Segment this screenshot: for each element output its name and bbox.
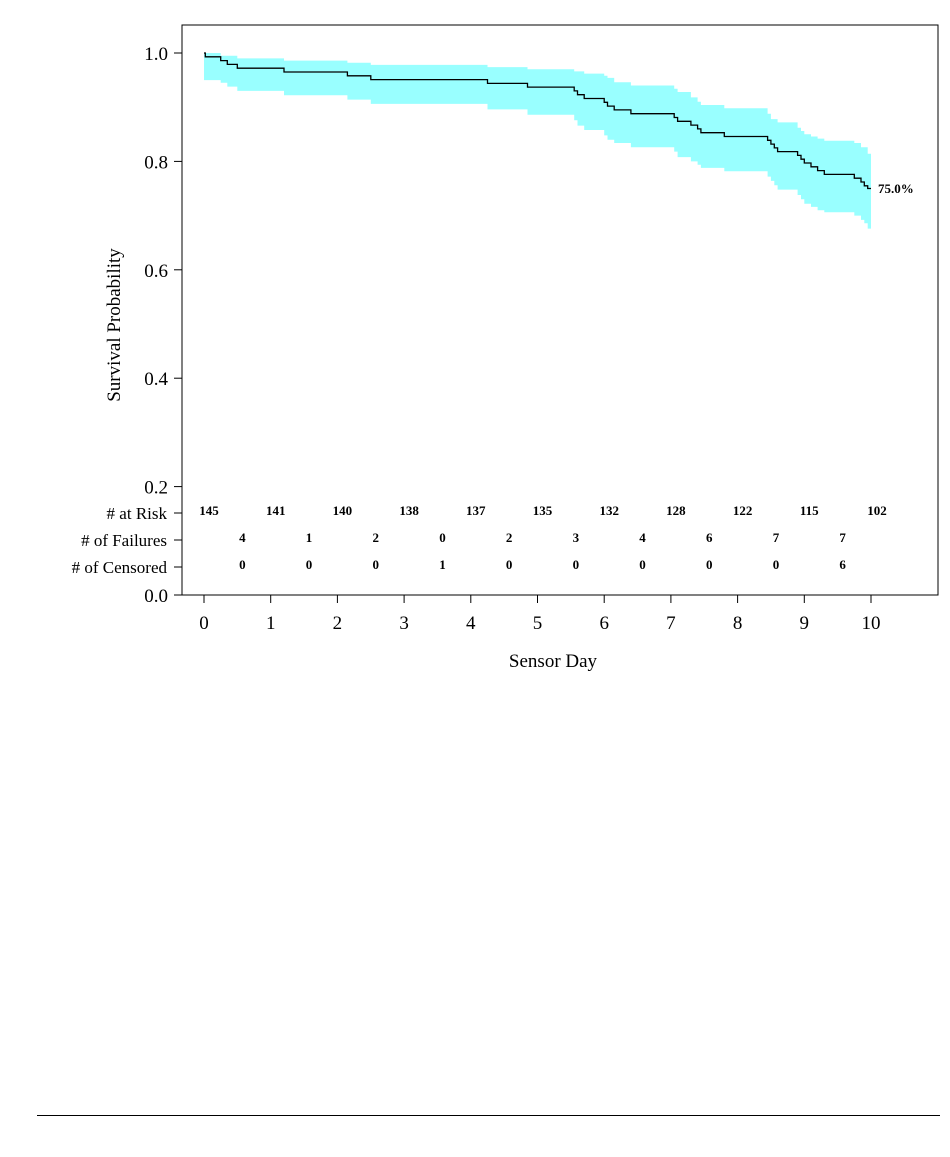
risk-table-value: 0: [573, 557, 580, 572]
x-tick-label: 6: [599, 613, 609, 634]
plot-frame: [181, 24, 939, 596]
risk-table-value: 0: [439, 530, 446, 545]
risk-table-value: 6: [839, 557, 846, 572]
x-tick-label: 0: [199, 613, 209, 634]
risk-table-value: 2: [373, 530, 380, 545]
risk-table-value: 140: [333, 503, 353, 518]
risk-row-label: # at Risk: [107, 504, 168, 523]
x-tick-label: 8: [733, 613, 743, 634]
y-tick-label: 0.2: [144, 478, 168, 499]
risk-table-layer: # at Risk 145 141 140 138 137 135 132 128 122 115 1…: [72, 503, 887, 577]
risk-table-value: 4: [639, 530, 646, 545]
x-tick-label: 10: [862, 613, 881, 634]
bottom-rule: [37, 1115, 940, 1116]
y-axis-title: Survival Probability: [104, 248, 125, 402]
risk-table-value: 132: [599, 503, 619, 518]
risk-table-value: 2: [506, 530, 513, 545]
risk-table-value: 6: [706, 530, 713, 545]
risk-table-value: 141: [266, 503, 286, 518]
risk-table-value: 115: [800, 503, 819, 518]
risk-table-value: 0: [506, 557, 513, 572]
axes-layer: 0 1 2 3 4 5 6 7 8 9 100.00.20.40.60.81.0: [144, 44, 880, 634]
risk-table-value: 128: [666, 503, 686, 518]
y-tick-label: 0.6: [144, 261, 168, 282]
x-tick-label: 2: [333, 613, 343, 634]
x-tick-label: 5: [533, 613, 543, 634]
risk-table-value: 0: [639, 557, 646, 572]
risk-table-value: 0: [706, 557, 713, 572]
risk-table-value: 0: [306, 557, 313, 572]
risk-table-value: 102: [867, 503, 887, 518]
x-tick-label: 4: [466, 613, 476, 634]
y-tick-label: 0.4: [144, 369, 168, 390]
confidence-band: [204, 53, 871, 232]
risk-table-value: 1: [306, 530, 313, 545]
end-value-label: 75.0%: [878, 181, 914, 196]
risk-table-value: 0: [239, 557, 246, 572]
x-tick-label: 1: [266, 613, 276, 634]
risk-table-value: 137: [466, 503, 486, 518]
y-tick-label: 1.0: [144, 44, 168, 65]
risk-row-label: # of Censored: [72, 558, 168, 577]
risk-table-value: 0: [773, 557, 780, 572]
risk-table-value: 138: [399, 503, 419, 518]
risk-table-value: 4: [239, 530, 246, 545]
risk-row-label: # of Failures: [81, 531, 167, 550]
x-tick-label: 3: [399, 613, 409, 634]
risk-table-value: 7: [839, 530, 846, 545]
risk-table-value: 0: [373, 557, 380, 572]
survival-curve-layer: [204, 52, 871, 190]
risk-table-value: 1: [439, 557, 446, 572]
x-axis-title: Sensor Day: [509, 651, 598, 672]
risk-table-value: 122: [733, 503, 753, 518]
y-tick-label: 0.0: [144, 586, 168, 607]
y-tick-label: 0.8: [144, 152, 168, 173]
x-tick-label: 9: [800, 613, 810, 634]
risk-table-value: 3: [573, 530, 580, 545]
risk-table-value: 7: [773, 530, 780, 545]
confidence-band-layer: [204, 53, 871, 232]
survival-curve: [204, 52, 871, 190]
risk-table-value: 145: [199, 503, 219, 518]
risk-table-value: 135: [533, 503, 553, 518]
x-tick-label: 7: [666, 613, 676, 634]
